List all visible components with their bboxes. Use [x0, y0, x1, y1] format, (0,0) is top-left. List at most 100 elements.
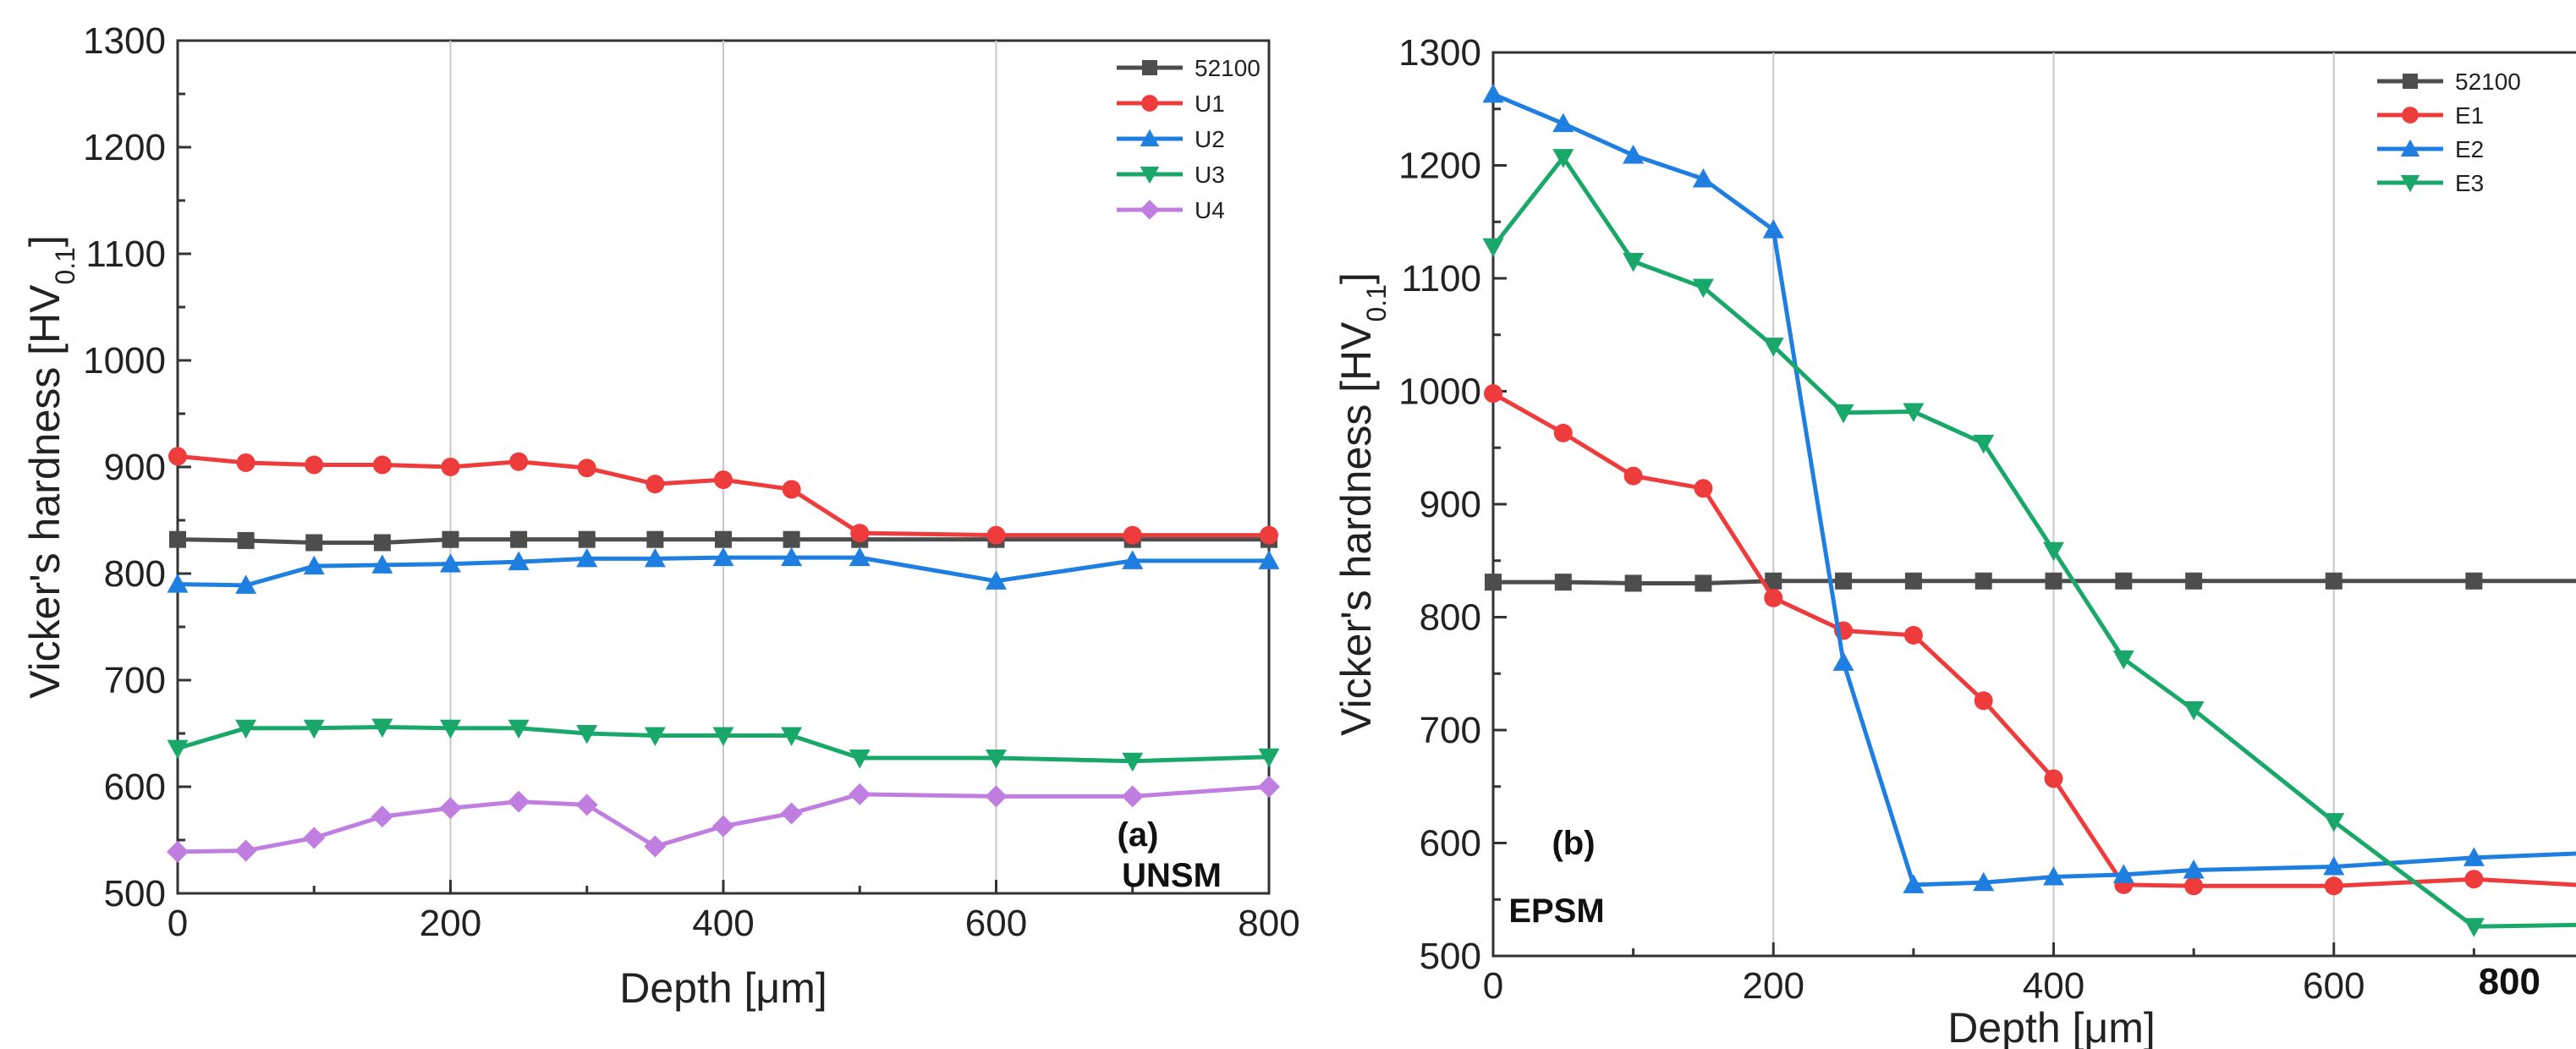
data-point-a-u3-500	[849, 749, 871, 769]
data-point-b-52100-700	[2465, 572, 2483, 590]
data-point-a-u4-100	[303, 827, 326, 849]
legend-marker-b-e3	[2400, 175, 2420, 193]
data-point-a-u4-50	[234, 839, 257, 862]
y-axis-title-b-main: Vicker's hardness [HV	[1332, 321, 1380, 736]
y-tick-label-b-1000: 1000	[1398, 371, 1481, 413]
data-point-a-52100-200	[442, 530, 459, 548]
data-point-a-u2-800	[1258, 550, 1280, 569]
legend-marker-b-e1	[2402, 107, 2419, 124]
legend-label-a-u1: U1	[1195, 91, 1225, 117]
data-point-a-u1-0	[168, 447, 187, 466]
series-line-a-52100	[177, 537, 1269, 545]
data-point-a-u3-50	[235, 719, 257, 739]
data-point-b-52100-250	[1835, 572, 1853, 590]
series-group-a	[167, 447, 1280, 863]
data-point-b-e1-0	[1484, 384, 1502, 404]
data-point-a-52100-350	[646, 530, 664, 548]
data-point-a-u3-150	[371, 718, 393, 738]
data-point-a-52100-50	[237, 531, 255, 549]
data-point-a-52100-100	[305, 534, 323, 552]
data-point-b-52100-150	[1694, 574, 1712, 592]
data-point-a-u3-450	[781, 727, 803, 747]
data-point-a-u1-300	[577, 459, 596, 478]
y-axis-title-b-sub: 0.1	[1361, 284, 1392, 321]
x-axis-title-b: Depth [μm]	[1947, 1004, 2156, 1049]
series-group-b	[1482, 83, 2576, 937]
data-point-a-u3-700	[1122, 752, 1144, 772]
data-point-b-e3-700	[2463, 918, 2485, 937]
data-point-a-52100-250	[510, 530, 528, 548]
data-point-b-52100-300	[1904, 572, 1922, 590]
data-point-a-u2-250	[508, 551, 530, 571]
y-axis-title-a-end: ]	[21, 235, 69, 247]
data-point-a-52100-300	[578, 530, 596, 548]
x-axis-title-a: Depth [μm]	[619, 964, 827, 1012]
data-point-a-u4-800	[1258, 776, 1280, 798]
data-point-a-u1-600	[986, 525, 1006, 545]
y-tick-label-a-500: 500	[104, 873, 166, 914]
data-point-a-u2-50	[235, 574, 257, 594]
data-point-b-e2-600	[2323, 856, 2345, 876]
data-point-b-52100-0	[1485, 574, 1502, 591]
legend-a: 52100 U1 U2 U3 U4	[1117, 55, 1261, 223]
data-point-b-e3-450	[2112, 650, 2134, 670]
x-tick-label-a-400: 400	[692, 903, 754, 944]
y-axis-title-b: Vicker's hardness [HV0.1]	[1332, 272, 1392, 736]
y-tick-label-a-1000: 1000	[83, 340, 166, 382]
y-axis-title-b-end: ]	[1332, 272, 1380, 284]
data-point-a-u3-400	[712, 727, 734, 747]
data-point-b-e1-300	[1903, 625, 1923, 645]
x-tick-label-a-200: 200	[420, 903, 481, 944]
data-point-b-e1-200	[1764, 588, 1783, 607]
data-point-b-e3-100	[1623, 252, 1645, 272]
data-point-b-e2-200	[1762, 219, 1784, 239]
data-point-a-u2-700	[1122, 550, 1144, 569]
data-point-b-e3-50	[1552, 149, 1574, 168]
data-point-a-u3-350	[644, 727, 666, 747]
legend-label-a-u3: U3	[1195, 162, 1225, 188]
legend-label-b-52100: 52100	[2455, 69, 2521, 95]
x-tick-label-b-600: 600	[2303, 965, 2365, 1007]
data-point-a-u4-300	[575, 794, 598, 816]
x-axis-b: 0 200 400 600	[1483, 942, 2475, 1007]
data-point-b-e3-0	[1482, 238, 1504, 258]
data-point-b-e3-150	[1692, 278, 1714, 299]
data-point-b-e3-500	[2183, 700, 2205, 721]
data-point-b-e3-400	[2043, 541, 2064, 562]
legend-marker-a-u1	[1141, 95, 1158, 112]
data-point-b-52100-500	[2185, 572, 2203, 590]
panel-annotation-b: EPSM	[1508, 892, 1604, 930]
data-point-a-u2-350	[644, 547, 666, 568]
data-point-b-52100-400	[2045, 572, 2062, 590]
data-point-a-u2-0	[167, 574, 189, 593]
data-point-a-u2-400	[712, 546, 734, 567]
data-point-b-52100-50	[1554, 574, 1572, 591]
data-point-a-u3-100	[303, 719, 325, 739]
data-point-a-52100-400	[715, 530, 732, 548]
y-tick-label-b-900: 900	[1420, 484, 1481, 525]
data-point-a-u2-450	[781, 546, 803, 567]
y-tick-label-a-800: 800	[104, 553, 166, 595]
data-point-a-u2-500	[849, 546, 871, 567]
data-point-b-e2-100	[1623, 144, 1645, 164]
chart-panel-a: 0 200 400 600 800 500 600 700 800 900 1000 1100 120…	[21, 20, 1300, 1012]
data-point-a-u4-150	[371, 805, 393, 828]
data-point-b-e3-600	[2323, 813, 2345, 832]
series-line-b-52100	[1493, 579, 2576, 585]
y-tick-label-b-500: 500	[1420, 936, 1481, 977]
data-point-b-e2-150	[1692, 168, 1714, 188]
y-tick-label-a-1300: 1300	[83, 20, 166, 62]
y-tick-label-b-700: 700	[1420, 710, 1481, 751]
data-point-a-u4-200	[439, 797, 462, 820]
data-point-a-u1-150	[372, 455, 392, 475]
data-point-a-u4-450	[780, 802, 803, 825]
data-point-b-e2-0	[1482, 83, 1504, 103]
data-point-b-e2-350	[1973, 871, 1995, 892]
data-point-b-e1-700	[2464, 870, 2484, 889]
legend-marker-b-e2	[2400, 139, 2420, 157]
data-point-b-e2-700	[2463, 847, 2485, 866]
legend-label-a-u4: U4	[1195, 197, 1225, 223]
y-tick-label-b-1200: 1200	[1398, 146, 1481, 187]
series-line-b-e1	[1491, 391, 2576, 888]
